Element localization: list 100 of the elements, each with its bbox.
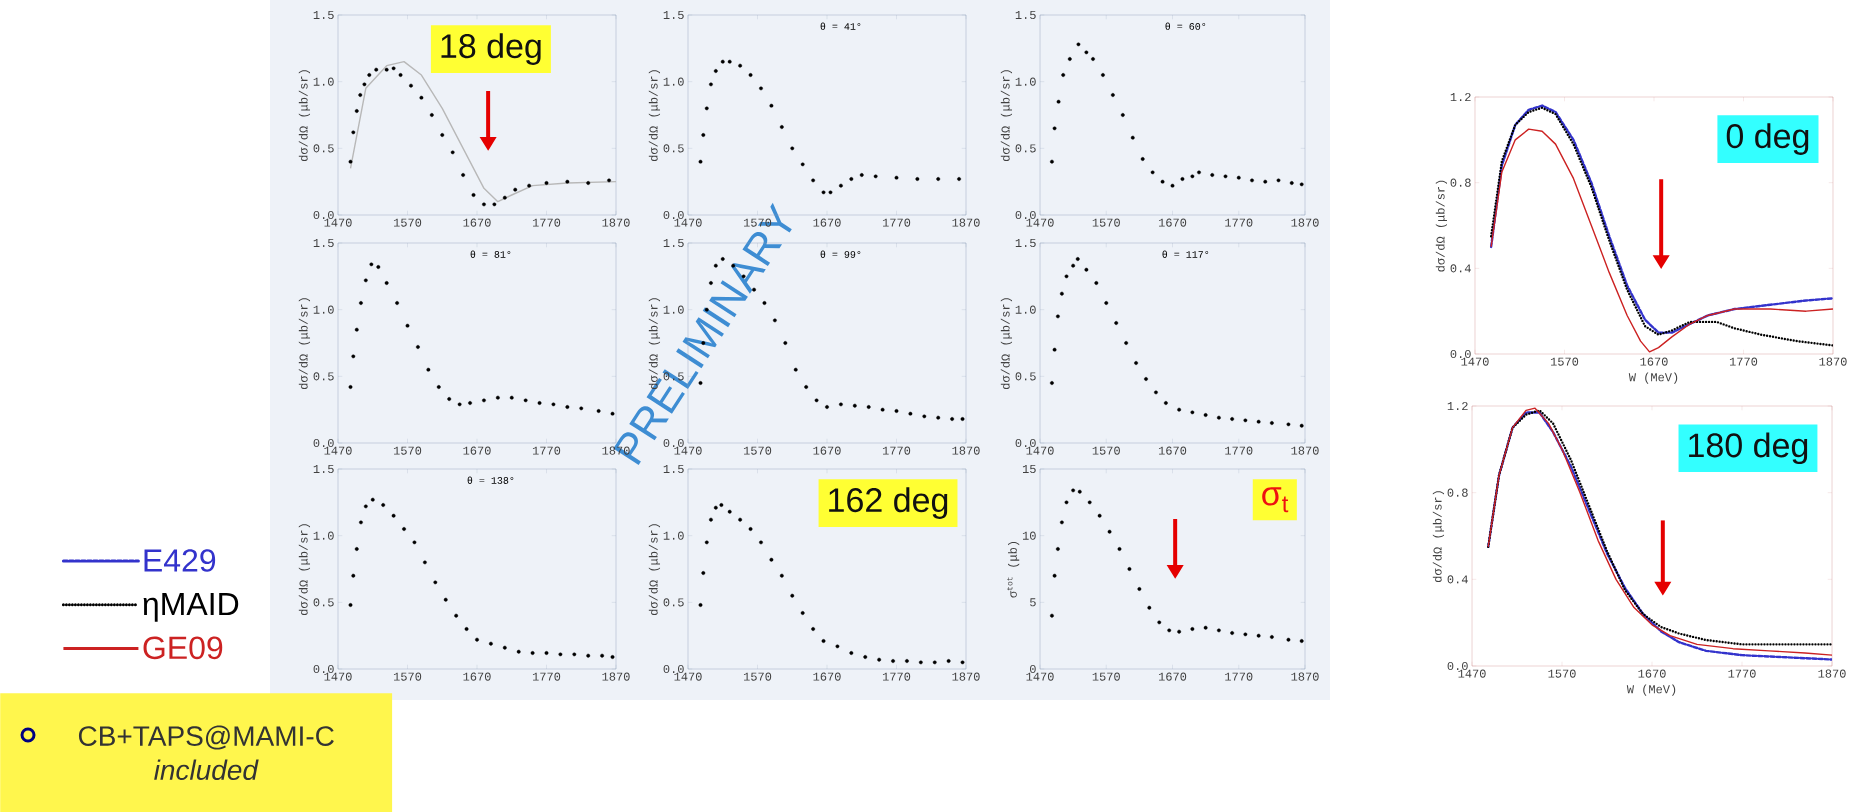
point bbox=[1091, 57, 1095, 61]
point bbox=[918, 660, 923, 665]
y-tick-label: 1.0 bbox=[1015, 305, 1036, 314]
y-tick-label: 1.5 bbox=[1015, 10, 1036, 20]
point bbox=[513, 187, 518, 192]
point bbox=[1071, 488, 1076, 493]
point bbox=[354, 327, 359, 332]
point bbox=[821, 639, 826, 643]
x-tick-label: 1870 bbox=[952, 446, 980, 455]
point bbox=[748, 527, 753, 531]
y-tick-label: 1.5 bbox=[313, 465, 334, 474]
point bbox=[363, 278, 368, 283]
point bbox=[908, 411, 913, 416]
y-tick-label: 0.5 bbox=[1015, 372, 1036, 381]
x-tick-label: 1470 bbox=[1026, 446, 1054, 455]
x-tick-label: 1670 bbox=[813, 446, 841, 455]
point bbox=[495, 395, 500, 400]
point bbox=[426, 367, 431, 372]
point bbox=[586, 653, 591, 658]
point bbox=[1064, 500, 1069, 505]
y-tick-label: 1.0 bbox=[313, 77, 334, 86]
x-axis-title: W (MeV) bbox=[1628, 372, 1678, 384]
point bbox=[1144, 377, 1148, 381]
point bbox=[720, 59, 725, 64]
legend-label: ηMAID bbox=[143, 593, 239, 622]
point bbox=[419, 95, 424, 100]
point bbox=[600, 653, 605, 658]
point bbox=[1276, 178, 1281, 183]
point bbox=[398, 73, 403, 77]
text: θ = 60° bbox=[1165, 22, 1206, 30]
x-tick-label: 1770 bbox=[1729, 357, 1758, 366]
point bbox=[509, 395, 514, 400]
point bbox=[1286, 422, 1291, 427]
y-tick-label: 1.0 bbox=[663, 77, 684, 86]
x-tick-label: 1570 bbox=[393, 446, 422, 455]
point bbox=[1170, 183, 1175, 188]
x-tick-label: 1770 bbox=[882, 218, 911, 227]
y-tick-label: 1.2 bbox=[1450, 92, 1471, 102]
point bbox=[422, 560, 427, 565]
point bbox=[457, 402, 462, 407]
point bbox=[359, 301, 363, 305]
point bbox=[1157, 620, 1162, 625]
point bbox=[709, 517, 713, 522]
point bbox=[1071, 263, 1076, 268]
annotation: 180 deg bbox=[1689, 432, 1808, 465]
point bbox=[537, 401, 542, 405]
x-tick-label: 1670 bbox=[1158, 672, 1187, 681]
point bbox=[905, 659, 909, 663]
point bbox=[1050, 613, 1054, 618]
point bbox=[960, 417, 965, 421]
x-tick-label: 1670 bbox=[1640, 357, 1668, 366]
y-tick-label: 0.0 bbox=[1015, 438, 1036, 448]
point bbox=[894, 175, 899, 180]
y-axis-title: dσ/dΩ (μb/sr) bbox=[1000, 70, 1013, 161]
point bbox=[607, 178, 611, 183]
point bbox=[586, 181, 591, 185]
point bbox=[1101, 73, 1105, 77]
point bbox=[1299, 182, 1304, 187]
x-tick-label: 1770 bbox=[532, 672, 561, 681]
point bbox=[709, 82, 713, 87]
point bbox=[1140, 157, 1145, 161]
x-tick-label: 1570 bbox=[393, 218, 422, 227]
point bbox=[922, 414, 927, 419]
y-tick-label: 0.5 bbox=[313, 144, 334, 153]
y-tick-label: 0.5 bbox=[1015, 144, 1036, 153]
point bbox=[873, 174, 878, 179]
x-tick-label: 1870 bbox=[602, 672, 630, 681]
point bbox=[704, 540, 709, 545]
point bbox=[800, 611, 805, 615]
y-tick-label: 0.0 bbox=[1447, 661, 1468, 671]
point bbox=[348, 603, 353, 607]
point bbox=[950, 417, 955, 421]
point bbox=[381, 503, 386, 507]
text: θ = 138° bbox=[467, 476, 514, 484]
point bbox=[544, 651, 549, 655]
y-tick-label: 0.5 bbox=[313, 598, 334, 607]
point bbox=[1124, 341, 1129, 345]
text: CB+TAPS@MAMI-C included bbox=[78, 725, 334, 780]
y-tick-label: 1.0 bbox=[313, 305, 334, 314]
y-tick-label: 0.0 bbox=[663, 664, 684, 674]
y-tick-label: 0.5 bbox=[313, 372, 334, 381]
point bbox=[769, 103, 774, 108]
point bbox=[915, 177, 920, 181]
x-tick-label: 1770 bbox=[1225, 672, 1253, 681]
point bbox=[849, 177, 854, 181]
point bbox=[1250, 178, 1254, 183]
x-tick-label: 1470 bbox=[1026, 672, 1054, 681]
x-tick-label: 1770 bbox=[532, 218, 561, 227]
point bbox=[1269, 635, 1274, 639]
x-tick-label: 1870 bbox=[1818, 669, 1846, 678]
y-tick-label: 0.4 bbox=[1447, 575, 1468, 584]
point bbox=[727, 59, 732, 64]
point bbox=[492, 202, 497, 207]
point bbox=[348, 159, 353, 164]
point bbox=[849, 651, 854, 655]
point bbox=[779, 573, 784, 578]
point bbox=[1094, 281, 1099, 285]
y-tick-label: 0 bbox=[1030, 664, 1036, 674]
x-tick-label: 1570 bbox=[743, 672, 772, 681]
y-axis-title: dσ/dΩ (μb/sr) bbox=[298, 298, 311, 389]
